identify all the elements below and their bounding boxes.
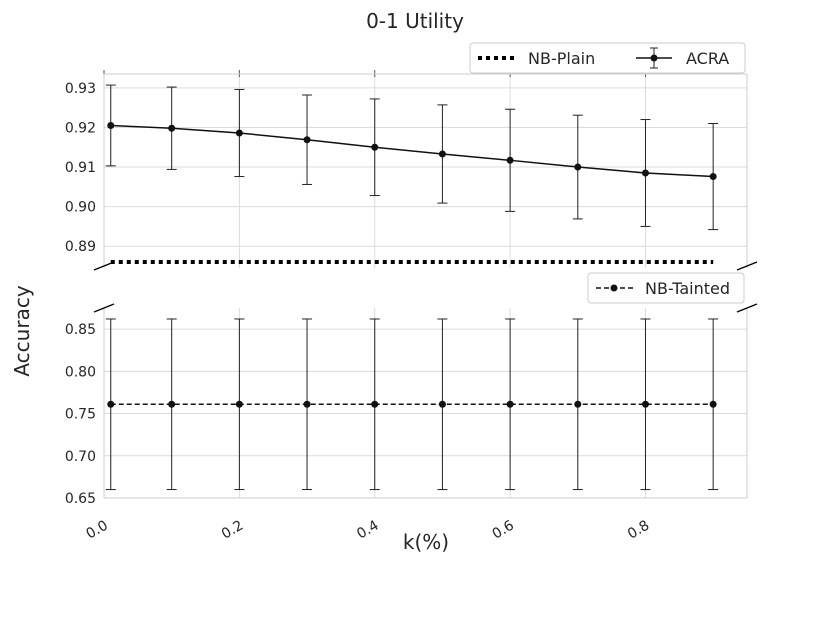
data-point <box>371 143 379 151</box>
y-tick-label: 0.65 <box>65 491 96 507</box>
data-point <box>371 400 379 408</box>
data-point <box>506 400 514 408</box>
x-tick-label: 0.6 <box>490 517 517 542</box>
data-point <box>438 400 446 408</box>
upper-panel: 0.89 0.90 0.91 0.92 0.93 <box>65 70 758 271</box>
legend-swatch <box>650 54 658 62</box>
legend-swatch <box>610 284 618 292</box>
axis-break-mark <box>93 261 115 271</box>
data-point <box>107 121 115 129</box>
y-tick-label: 0.75 <box>65 407 96 423</box>
data-point <box>506 156 514 164</box>
y-tick-label: 0.90 <box>65 200 96 216</box>
series-acra <box>105 84 719 231</box>
x-tick-label: 0.2 <box>219 518 246 543</box>
axis-break-mark <box>93 303 115 313</box>
legend-frame <box>587 272 745 304</box>
legend-lower: NB-Tainted <box>587 272 745 304</box>
data-point <box>438 150 446 158</box>
data-point <box>303 400 311 408</box>
data-point <box>574 163 582 171</box>
axis-break-mark <box>736 303 758 313</box>
y-tick-label: 0.85 <box>65 322 96 338</box>
legend-frame <box>469 42 746 74</box>
y-tick-label: 0.91 <box>65 160 96 176</box>
x-axis-title: k(%) <box>403 530 449 554</box>
y-tick-label: 0.92 <box>65 120 96 136</box>
data-point <box>168 124 176 132</box>
legend-label: NB-Tainted <box>645 279 730 298</box>
data-point <box>235 400 243 408</box>
series-nb-tainted <box>105 318 719 491</box>
x-tick-label: 0.4 <box>354 517 381 542</box>
y-axis-title: Accuracy <box>10 285 34 376</box>
x-tick-label: 0.8 <box>625 518 652 543</box>
data-point <box>709 173 717 181</box>
x-tick-label: 0.0 <box>84 518 111 543</box>
legend-label: NB-Plain <box>528 49 595 68</box>
y-tick-label: 0.70 <box>65 449 96 465</box>
data-point <box>303 136 311 144</box>
legend-upper: NB-Plain ACRA <box>469 42 746 74</box>
y-tick-label: 0.80 <box>65 364 96 380</box>
lower-panel: 0.0 0.2 0.4 0.6 0.8 0.65 0.70 0.75 0.80 0.85 <box>65 303 758 543</box>
data-point <box>235 129 243 137</box>
data-point <box>709 400 717 408</box>
plot-area: 0.890.900.910.920.930.0 0.2 0.4 0.6 0.80.650… <box>65 42 758 543</box>
data-point <box>574 400 582 408</box>
axis-break-mark <box>736 261 758 271</box>
y-tick-label: 0.93 <box>65 81 96 97</box>
y-tick-label: 0.89 <box>65 239 96 255</box>
data-point <box>168 400 176 408</box>
data-point <box>641 400 649 408</box>
legend-label: ACRA <box>686 49 729 68</box>
data-point <box>107 400 115 408</box>
chart-title: 0-1 Utility <box>366 9 464 33</box>
data-point <box>641 169 649 177</box>
series-line <box>110 124 714 178</box>
